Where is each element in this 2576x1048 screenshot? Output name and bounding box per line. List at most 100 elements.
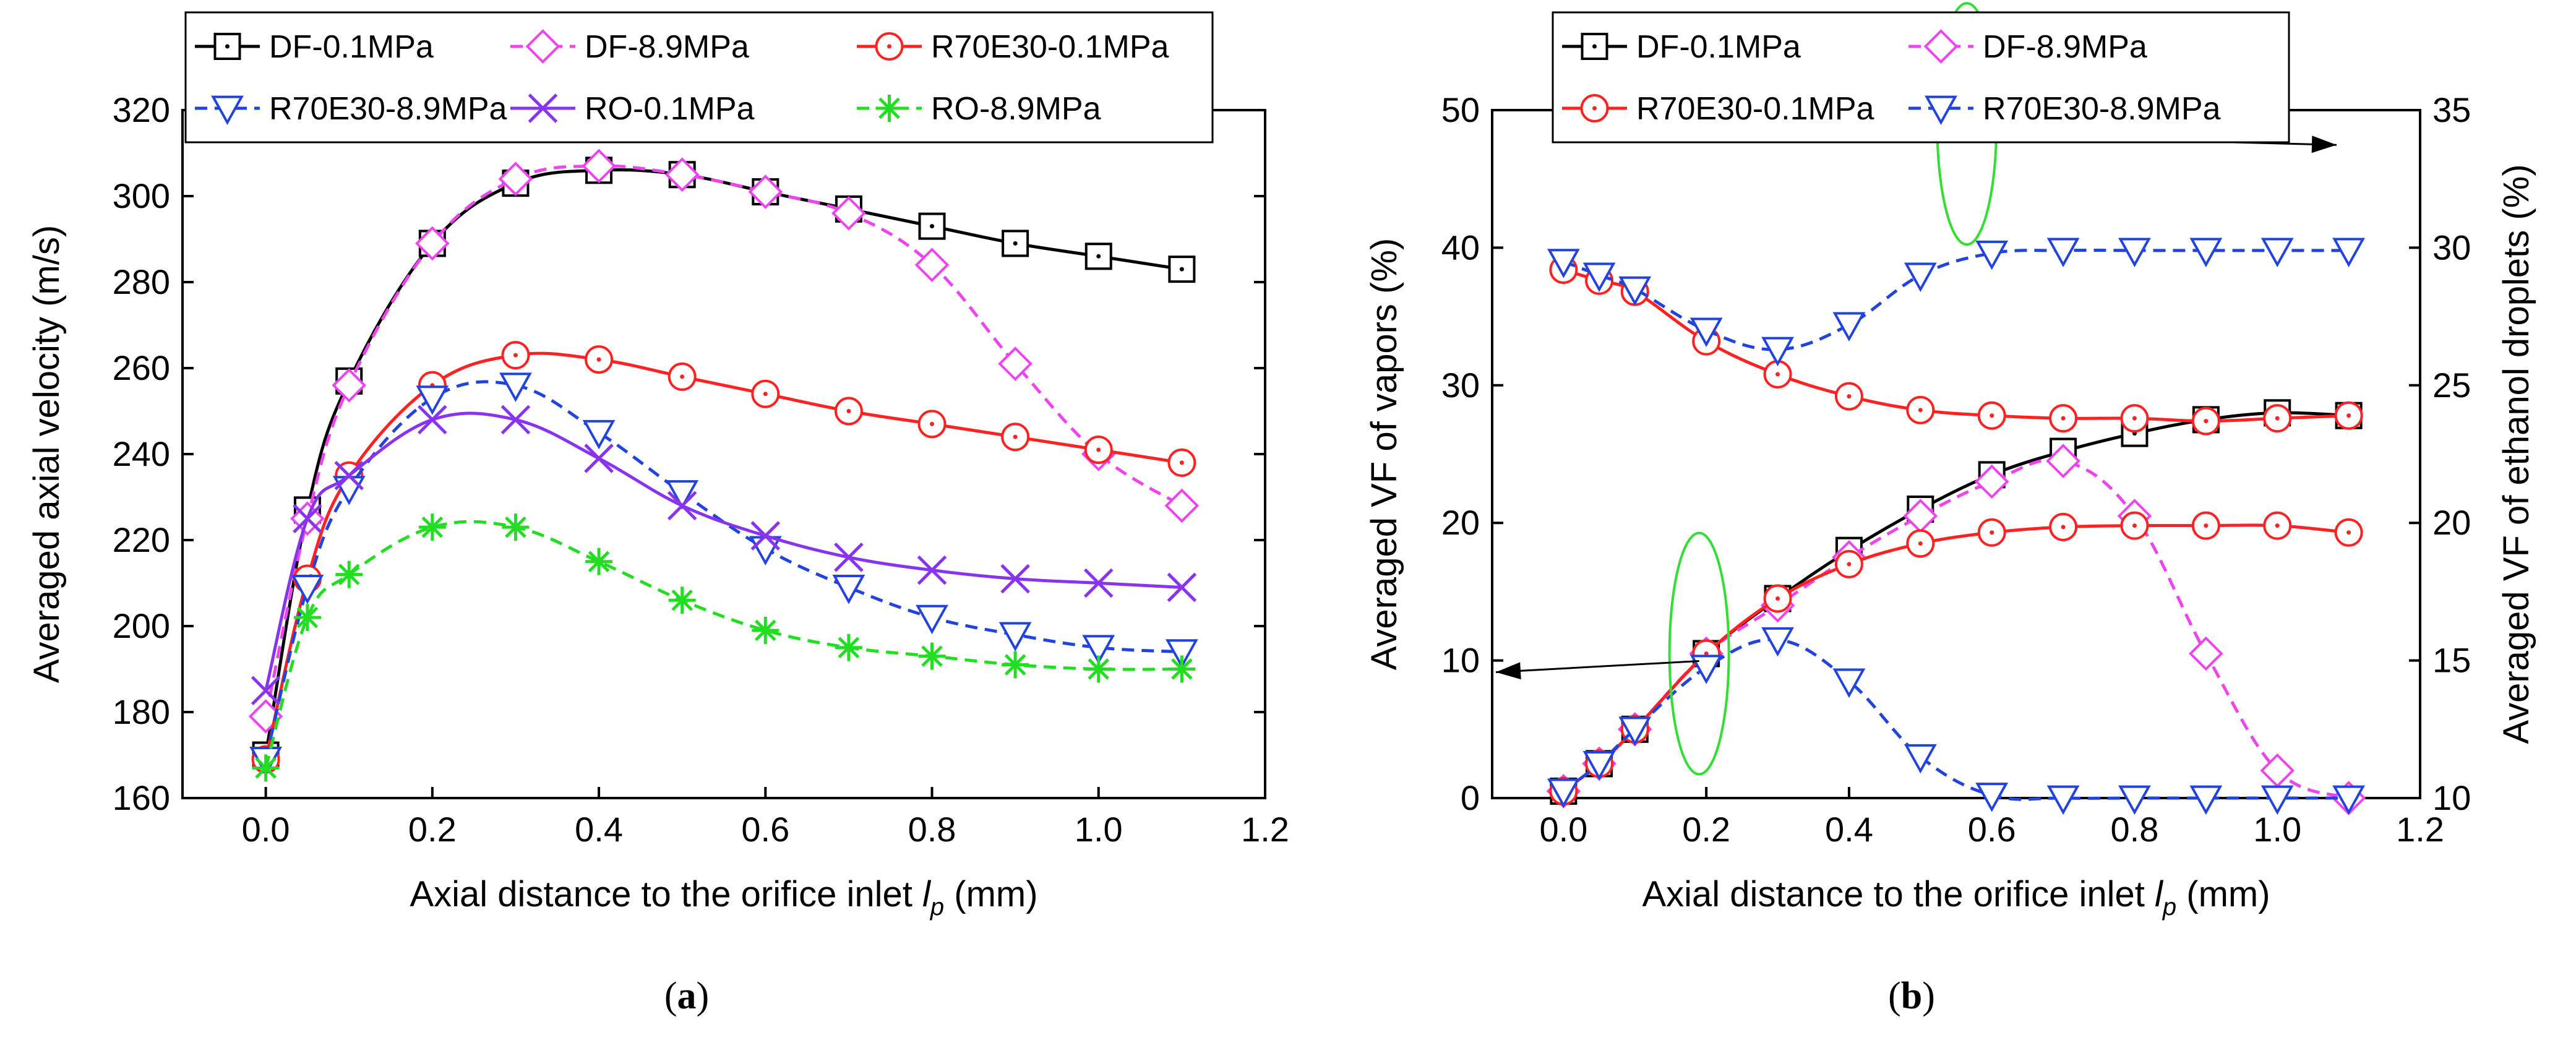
chart-b-series-r70e30-8-9mpa-ethanol-droplets — [1547, 238, 2366, 367]
chart-b-point-r70e30-0-1mpa-dot — [2132, 523, 2137, 528]
chart-b-y-tick-label: 0 — [1461, 778, 1480, 817]
chart-a-point-df-8-9mpa — [748, 174, 783, 209]
chart-b-legend-marker-dot — [1592, 106, 1597, 111]
chart-b-y2-tick-label: 20 — [2432, 503, 2471, 542]
chart-b-point-r70e30-0-1mpa-dot — [1704, 651, 1709, 656]
chart-a-series-ro-0-1mpa — [251, 405, 1197, 706]
chart-b-legend-box — [1552, 11, 2290, 144]
chart-a-legend-marker — [525, 29, 560, 64]
chart-a-legend-label: DF-0.1MPa — [269, 29, 434, 65]
chart-b-point-r70e30-0-1mpa-ethanol-droplets-dot — [2132, 416, 2137, 421]
chart-a-line-ro-0-1mpa — [264, 411, 1182, 691]
chart-b-line-df-8-9mpa — [1562, 458, 2350, 800]
chart-a-point-r70e30-8-9mpa — [666, 480, 699, 510]
chart-a-legend-item-df-0-1mpa: DF-0.1MPa — [195, 29, 434, 65]
chart-a-y-tick-label: 260 — [113, 348, 170, 387]
chart-a-point-df-8-9mpa — [1164, 488, 1200, 523]
chart-a-x-tick-label: 0.8 — [908, 810, 956, 849]
chart-b-point-r70e30-0-1mpa-dot — [2275, 523, 2280, 528]
chart-b-legend-item-r70e30-0-1mpa: R70E30-0.1MPa — [1562, 91, 1874, 127]
chart-b-annotation-arrow-line — [1495, 659, 1699, 673]
chart-b-y2-tick-label: 25 — [2432, 366, 2471, 405]
chart-b-point-r70e30-0-1mpa-dot — [2061, 525, 2066, 530]
chart-a-point-df-8-9mpa — [582, 148, 616, 184]
chart-a-point-ro-8-9mpa — [418, 513, 446, 541]
chart-a-x-tick-label: 0.0 — [242, 810, 290, 849]
chart-a-legend-label: R70E30-0.1MPa — [931, 29, 1169, 65]
chart-b-point-r70e30-8-9mpa-ethanol-droplets — [2189, 238, 2223, 267]
chart-a-point-ro-0-1mpa — [418, 405, 447, 435]
chart-a-point-r70e30-0-1mpa-dot — [763, 392, 768, 397]
chart-b-point-r70e30-0-1mpa-ethanol-droplets-dot — [2346, 413, 2351, 418]
chart-b-plot-frame — [1491, 109, 2421, 799]
chart-b-point-r70e30-8-9mpa — [1975, 783, 2009, 812]
chart-b-legend-item-r70e30-8-9mpa: R70E30-8.9MPa — [1908, 91, 2221, 127]
chart-a-legend-marker — [528, 93, 558, 123]
chart-b-point-r70e30-0-1mpa-ethanol-droplets-dot — [2204, 419, 2209, 424]
chart-a-y-tick-label: 220 — [113, 520, 170, 559]
chart-a-point-df-8-9mpa — [498, 161, 533, 197]
chart-b-point-r70e30-8-9mpa-ethanol-droplets — [2332, 238, 2366, 267]
chart-a-point-ro-0-1mpa — [584, 444, 614, 473]
chart-b-x-axis-title-sub: p — [2162, 893, 2176, 921]
chart-a-y-tick-label: 280 — [113, 262, 170, 301]
chart-b-legend-marker-dot — [1592, 44, 1597, 49]
chart-a-x-tick-label: 0.6 — [741, 810, 789, 849]
chart-a-point-df-8-9mpa — [831, 195, 866, 231]
chart-b-point-r70e30-0-1mpa-dot — [1918, 541, 1923, 546]
chart-a-point-ro-0-1mpa — [750, 521, 781, 551]
chart-b-x-tick-label: 0.6 — [1968, 810, 2016, 849]
chart-b-point-r70e30-8-9mpa — [2118, 785, 2151, 815]
chart-b-point-r70e30-0-1mpa-ethanol-droplets-dot — [1847, 394, 1852, 399]
chart-a-point-df-8-9mpa — [914, 247, 950, 283]
chart-a-point-r70e30-0-1mpa-dot — [1013, 434, 1018, 439]
chart-a-point-r70e30-0-1mpa-dot — [680, 374, 685, 379]
chart-a-legend-marker — [875, 95, 903, 122]
chart-a-x-tick-label: 0.4 — [575, 810, 623, 849]
chart-b-y-tick-label: 50 — [1441, 90, 1480, 129]
chart-b-point-r70e30-0-1mpa-dot — [2204, 523, 2209, 528]
chart-b-point-r70e30-0-1mpa-ethanol-droplets-dot — [1918, 408, 1923, 413]
chart-a-point-ro-0-1mpa — [293, 504, 322, 534]
chart-a-point-ro-0-1mpa — [834, 543, 864, 572]
chart-a-point-ro-8-9mpa — [1084, 655, 1112, 683]
chart-b-x-axis-title-symbol: l — [2155, 874, 2164, 914]
chart-b-point-r70e30-0-1mpa-dot — [1990, 530, 1994, 535]
chart-a-legend-item-r70e30-0-1mpa: R70E30-0.1MPa — [857, 29, 1169, 65]
chart-a-y-tick-label: 160 — [113, 778, 170, 817]
chart-a-y-axis-title: Averaged axial velocity (m/s) — [27, 225, 67, 683]
chart-b-point-r70e30-0-1mpa-dot — [1847, 562, 1852, 567]
chart-b-x-tick-label: 1.0 — [2253, 810, 2301, 849]
chart-b-point-r70e30-0-1mpa-dot — [1775, 596, 1780, 601]
chart-b-x-axis-title-main: Axial distance to the orifice inlet — [1642, 874, 2155, 914]
caption-b: (b) — [1888, 975, 1935, 1017]
chart-b: 0.0 0.2 0.4 0.6 0.8 1.0 1.2 0 10 20 30 40 50 10 15 20 25… — [1364, 2, 2536, 921]
chart-b-annotation-arrow-head — [1496, 662, 1521, 680]
chart-a-point-df-0-1mpa-dot — [1013, 241, 1018, 246]
chart-b-point-r70e30-8-9mpa-ethanol-droplets — [1582, 262, 1616, 292]
chart-b-series-r70e30-8-9mpa — [1547, 627, 2366, 815]
chart-a-point-r70e30-0-1mpa-dot — [846, 409, 851, 413]
chart-b-y-tick-label: 10 — [1441, 641, 1480, 680]
chart-a-point-ro-0-1mpa — [334, 460, 364, 491]
chart-b-point-r70e30-8-9mpa — [2189, 785, 2223, 815]
chart-a-x-axis-title: Axial distance to the orifice inlet lp (… — [410, 874, 1037, 921]
chart-a-legend-item-r70e30-8-9mpa: R70E30-8.9MPa — [195, 91, 507, 127]
chart-b-line-r70e30-8-9mpa — [1562, 638, 2349, 801]
chart-b-point-r70e30-8-9mpa — [2260, 785, 2294, 815]
chart-b-point-r70e30-0-1mpa-dot — [2346, 530, 2351, 535]
chart-b-point-r70e30-8-9mpa — [2046, 785, 2080, 815]
chart-a-x-axis-title-sub: p — [930, 893, 944, 921]
chart-b-point-r70e30-0-1mpa-ethanol-droplets-dot — [2061, 416, 2066, 421]
chart-b-point-r70e30-0-1mpa-ethanol-droplets-dot — [2275, 416, 2280, 421]
chart-b-x-tick-label: 0.2 — [1682, 810, 1730, 849]
chart-b-y-tick-label: 40 — [1441, 228, 1480, 267]
chart-a-x-tick-label: 1.2 — [1241, 810, 1289, 849]
chart-a-line-r70e30-0-1mpa — [264, 351, 1182, 760]
chart-b-point-r70e30-8-9mpa-ethanol-droplets — [1689, 317, 1723, 347]
chart-a-point-ro-8-9mpa — [1002, 651, 1029, 679]
chart-b-legend-item-df-0-1mpa: DF-0.1MPa — [1562, 29, 1801, 65]
chart-a-series-df-0-1mpa — [252, 157, 1196, 769]
chart-a-legend-item-ro-8-9mpa: RO-8.9MPa — [857, 91, 1101, 127]
